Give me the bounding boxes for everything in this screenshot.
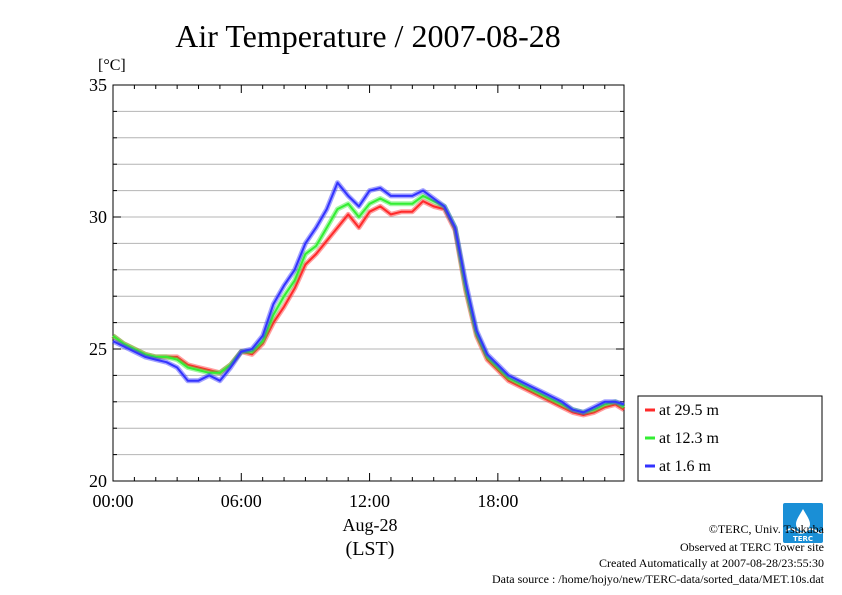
legend-label: at 29.5 m bbox=[659, 402, 720, 419]
y-tick-labels: 20 25 30 35 bbox=[89, 75, 107, 491]
y-tick-label: 25 bbox=[89, 339, 107, 359]
x-axis-date-label: Aug-28 bbox=[343, 515, 398, 535]
series-group bbox=[111, 180, 626, 418]
logo-text: TERC bbox=[793, 535, 813, 543]
terc-logo: TERC bbox=[783, 503, 823, 543]
footer-source: Data source : /home/hojyo/new/TERC-data/… bbox=[491, 572, 824, 586]
x-tick-label: 00:00 bbox=[92, 491, 133, 511]
x-tick-label: 18:00 bbox=[477, 491, 518, 511]
legend: at 29.5 m at 12.3 m at 1.6 m bbox=[637, 395, 823, 482]
legend-label: at 12.3 m bbox=[659, 430, 720, 447]
plot-frame bbox=[112, 84, 625, 482]
ticks bbox=[112, 84, 624, 482]
grid bbox=[113, 110, 624, 456]
footer-created: Created Automatically at 2007-08-28/23:5… bbox=[599, 556, 824, 570]
x-tick-labels: 00:00 06:00 12:00 18:00 bbox=[92, 491, 518, 511]
y-tick-label: 35 bbox=[89, 75, 107, 95]
y-axis-label: [°C] bbox=[98, 57, 126, 74]
water-drop-icon bbox=[796, 509, 810, 531]
chart-title: Air Temperature / 2007-08-28 bbox=[175, 18, 561, 54]
series-line-at-1-6-m bbox=[112, 181, 625, 414]
series-line-at-12-3-m bbox=[112, 194, 625, 414]
x-axis-units-label: (LST) bbox=[346, 538, 395, 560]
y-tick-label: 20 bbox=[89, 471, 107, 491]
footer-copyright: ©TERC, Univ. Tsukuba bbox=[708, 522, 824, 536]
legend-label: at 1.6 m bbox=[659, 458, 712, 475]
y-tick-label: 30 bbox=[89, 207, 107, 227]
x-tick-label: 06:00 bbox=[221, 491, 262, 511]
legend-box bbox=[637, 395, 823, 482]
series-line-at-29-5-m bbox=[112, 200, 625, 416]
footer-observed: Observed at TERC Tower site bbox=[679, 540, 824, 554]
wave-icon bbox=[785, 528, 823, 534]
x-tick-label: 12:00 bbox=[349, 491, 390, 511]
